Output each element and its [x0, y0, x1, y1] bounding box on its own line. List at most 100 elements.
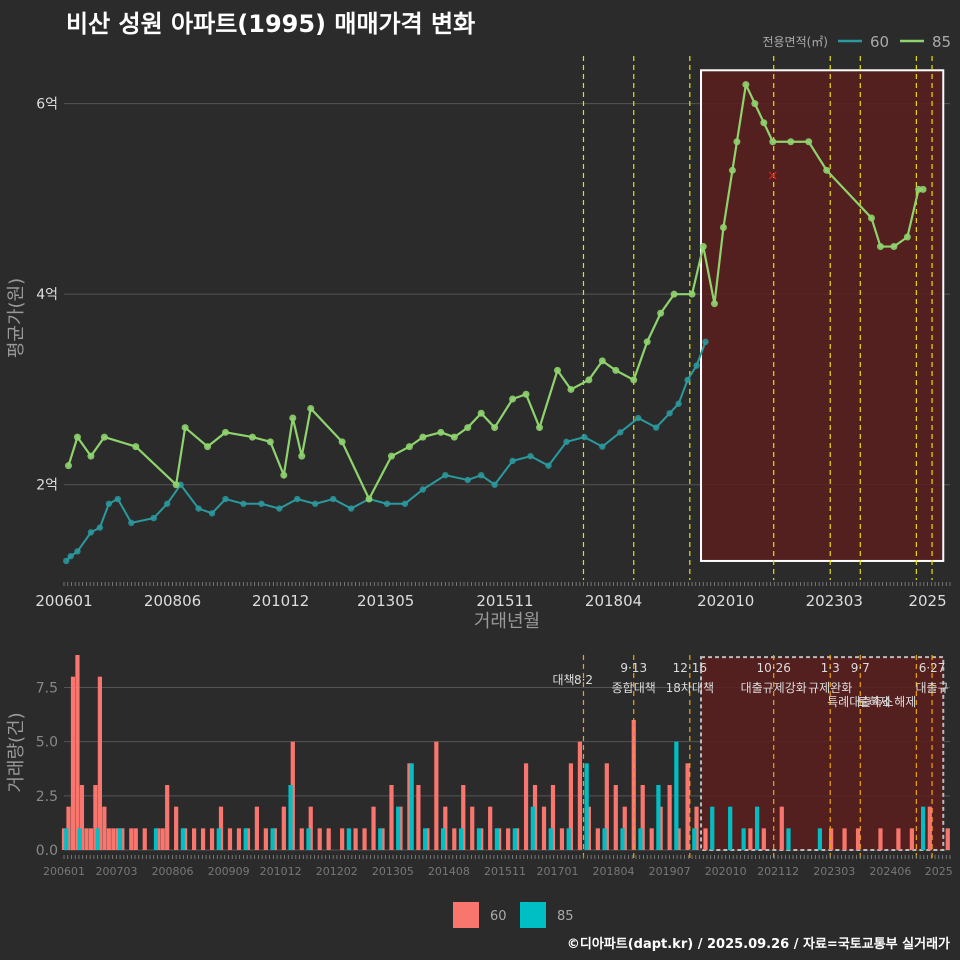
series-60-point	[150, 514, 157, 522]
bar-60	[694, 806, 699, 850]
series-60-point	[195, 505, 202, 512]
series-60-point	[563, 438, 570, 446]
series-85-point	[805, 138, 813, 146]
policy-label: 종합대책	[612, 680, 656, 695]
chart-title: 비산 성원 아파트(1995) 매매가격 변화	[66, 10, 476, 38]
series-85-point	[567, 385, 575, 393]
series-60-point	[666, 410, 673, 417]
x-tick-label: 200806	[152, 865, 194, 878]
bar-85	[409, 763, 414, 850]
series-85-point	[876, 243, 884, 251]
bar-60	[523, 763, 529, 850]
bar-60	[263, 828, 268, 850]
bar-85	[306, 828, 311, 850]
series-60-point	[635, 414, 642, 422]
series-85-point	[657, 309, 665, 317]
series-60-point	[163, 500, 171, 507]
bar-60	[761, 828, 766, 850]
bar-60	[407, 763, 412, 850]
series-85-point	[903, 233, 911, 241]
policy-date: 1·3	[821, 661, 840, 675]
bar-60	[748, 828, 753, 850]
bar-60	[299, 828, 304, 850]
bar-60	[506, 828, 511, 850]
series-85-point	[221, 428, 229, 436]
y-axis-title: 평균가(원)	[6, 278, 27, 358]
series-85-point	[742, 81, 750, 89]
x-tick-label: 2025	[925, 865, 953, 878]
series-85-point	[509, 395, 517, 403]
series-60-point	[675, 400, 682, 407]
policy-label: 대출규	[915, 681, 948, 695]
series-85-point	[248, 433, 256, 441]
bar-60	[595, 828, 600, 850]
bar-60	[497, 828, 502, 850]
bar-60	[927, 806, 932, 850]
bar-60	[272, 828, 277, 850]
series-85-point	[100, 433, 108, 441]
series-85-point	[585, 376, 593, 384]
bar-60	[340, 828, 345, 850]
bar-60	[667, 785, 672, 850]
x-tick-label: 201305	[372, 865, 414, 878]
bar-60	[389, 785, 394, 850]
bar-60	[106, 828, 111, 850]
bar-60	[568, 763, 574, 850]
series-85-point	[823, 166, 831, 174]
bar-85	[64, 828, 69, 850]
bar-60	[227, 828, 233, 850]
series-60-point	[258, 500, 265, 507]
bar-85	[216, 828, 221, 850]
bar-60	[371, 806, 376, 850]
y-tick-label: 7.5	[36, 681, 58, 697]
series-60-point	[652, 424, 660, 431]
y-tick-label: 4억	[36, 287, 58, 303]
bar-60	[115, 828, 120, 850]
bar-60	[945, 828, 950, 850]
series-85-point	[670, 290, 678, 298]
x-tick-label: 2025	[908, 592, 946, 610]
bar-60	[84, 828, 89, 850]
bar-60	[129, 828, 134, 850]
bar-60	[416, 785, 421, 850]
bar-60	[75, 655, 80, 850]
series-85-point	[728, 166, 736, 174]
bar-85	[494, 828, 500, 850]
bar-60	[97, 676, 102, 850]
outlier-marker: ×	[767, 168, 779, 184]
bar-85	[440, 828, 446, 850]
legend-title: 전용면적(㎡)	[762, 35, 828, 49]
series-85-point	[87, 452, 95, 460]
bar-60	[586, 806, 591, 850]
bar-60	[514, 828, 520, 850]
x-tick-label: 202406	[869, 865, 911, 878]
policy-date: 12·16	[673, 661, 707, 675]
bar-60	[88, 828, 94, 850]
bar-85	[566, 828, 571, 850]
x-tick-label: 201202	[316, 865, 358, 878]
bar-60	[425, 828, 430, 850]
bar-60	[622, 806, 627, 850]
bar-85	[638, 828, 643, 850]
series-60-point	[240, 500, 247, 507]
series-85-point	[612, 366, 620, 374]
series-85-point	[699, 243, 707, 251]
series-85-point	[536, 424, 544, 432]
bar-60	[290, 741, 295, 850]
series-60-point	[581, 433, 588, 441]
legend-label-bar-85: 85	[557, 909, 574, 924]
bar-60	[165, 785, 170, 850]
x-tick-label: 200806	[144, 592, 201, 610]
x-tick-label: 201701	[536, 865, 578, 878]
series-60-point	[312, 500, 319, 507]
series-85-point	[307, 405, 315, 413]
series-60-point	[347, 505, 355, 512]
bar-85	[346, 828, 351, 850]
series-60-point	[464, 476, 471, 484]
x-tick-label: 201511	[476, 592, 533, 610]
bar-60	[855, 828, 861, 850]
series-60-point	[702, 338, 709, 346]
bar-60	[703, 828, 708, 850]
bar-60	[604, 763, 609, 850]
series-85-point	[710, 300, 718, 308]
